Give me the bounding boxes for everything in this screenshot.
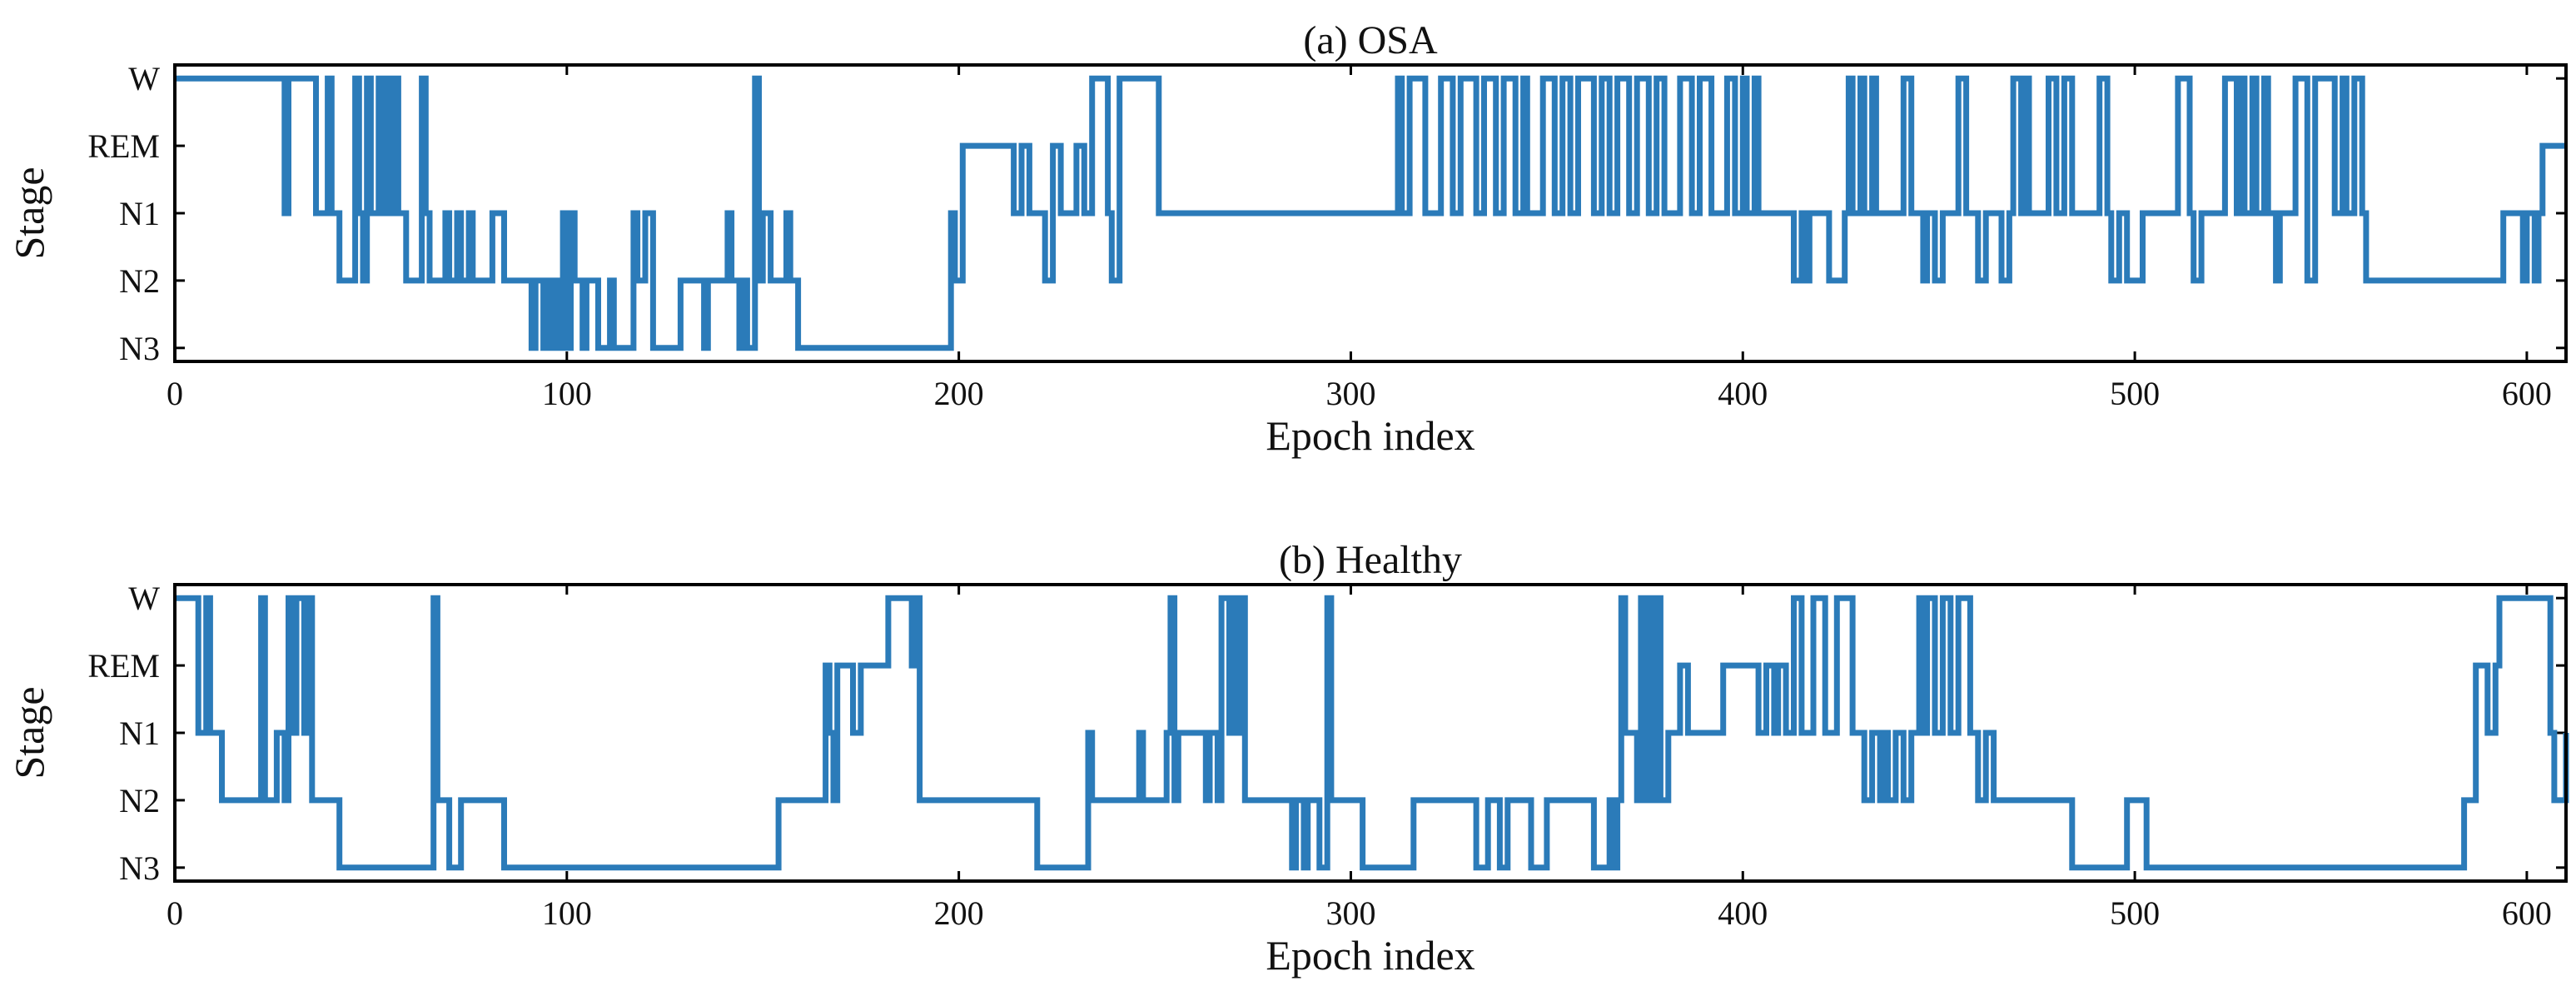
y-tick-label: W [128,580,160,617]
x-axis-label-osa: Epoch index [1266,412,1474,459]
y-tick-label: N1 [119,715,160,752]
x-tick-label: 200 [934,894,984,932]
y-tick-label: N2 [119,262,160,300]
y-axis-label-osa: Stage [6,167,52,259]
panel-healthy: (b) Healthy Epoch index Stage 0 100 200 300… [6,538,2569,979]
x-axis-label-healthy: Epoch index [1266,932,1474,979]
y-tick-label: N3 [119,330,160,367]
series-line-osa [175,75,2566,351]
y-tick-label: N1 [119,195,160,232]
y-tick-label: W [128,60,160,97]
x-tick-label: 500 [2110,894,2160,932]
x-tick-label: 300 [1325,894,1375,932]
x-tick-label: 500 [2110,375,2160,412]
y-tick-label: N3 [119,849,160,887]
plot-frame-healthy [173,583,2568,883]
tick-labels-healthy: 0 100 200 300 400 500 600 N3 N2 N1 REM W [87,580,2552,932]
y-axis-label-healthy: Stage [6,686,52,779]
chart-title-osa: (a) OSA [1303,18,1438,62]
x-tick-label: 0 [167,894,183,932]
plot-frame-osa [173,63,2568,363]
x-tick-label: 100 [542,894,592,932]
x-tick-label: 600 [2502,375,2552,412]
x-tick-label: 300 [1325,375,1375,412]
x-tick-label: 400 [1718,375,1768,412]
x-tick-label: 100 [542,375,592,412]
x-tick-label: 400 [1718,894,1768,932]
tick-labels-osa: 0 100 200 300 400 500 600 N3 N2 N1 REM W [87,60,2552,412]
panel-osa: (a) OSA Epoch index Stage 0 100 200 300 400 5… [6,18,2568,459]
y-tick-label: N2 [119,782,160,819]
series-line-healthy [175,595,2569,871]
x-tick-label: 0 [167,375,183,412]
x-tick-label: 200 [934,375,984,412]
y-tick-label: REM [87,647,160,685]
y-tick-label: REM [87,127,160,165]
chart-title-healthy: (b) Healthy [1279,538,1462,582]
x-tick-label: 600 [2502,894,2552,932]
